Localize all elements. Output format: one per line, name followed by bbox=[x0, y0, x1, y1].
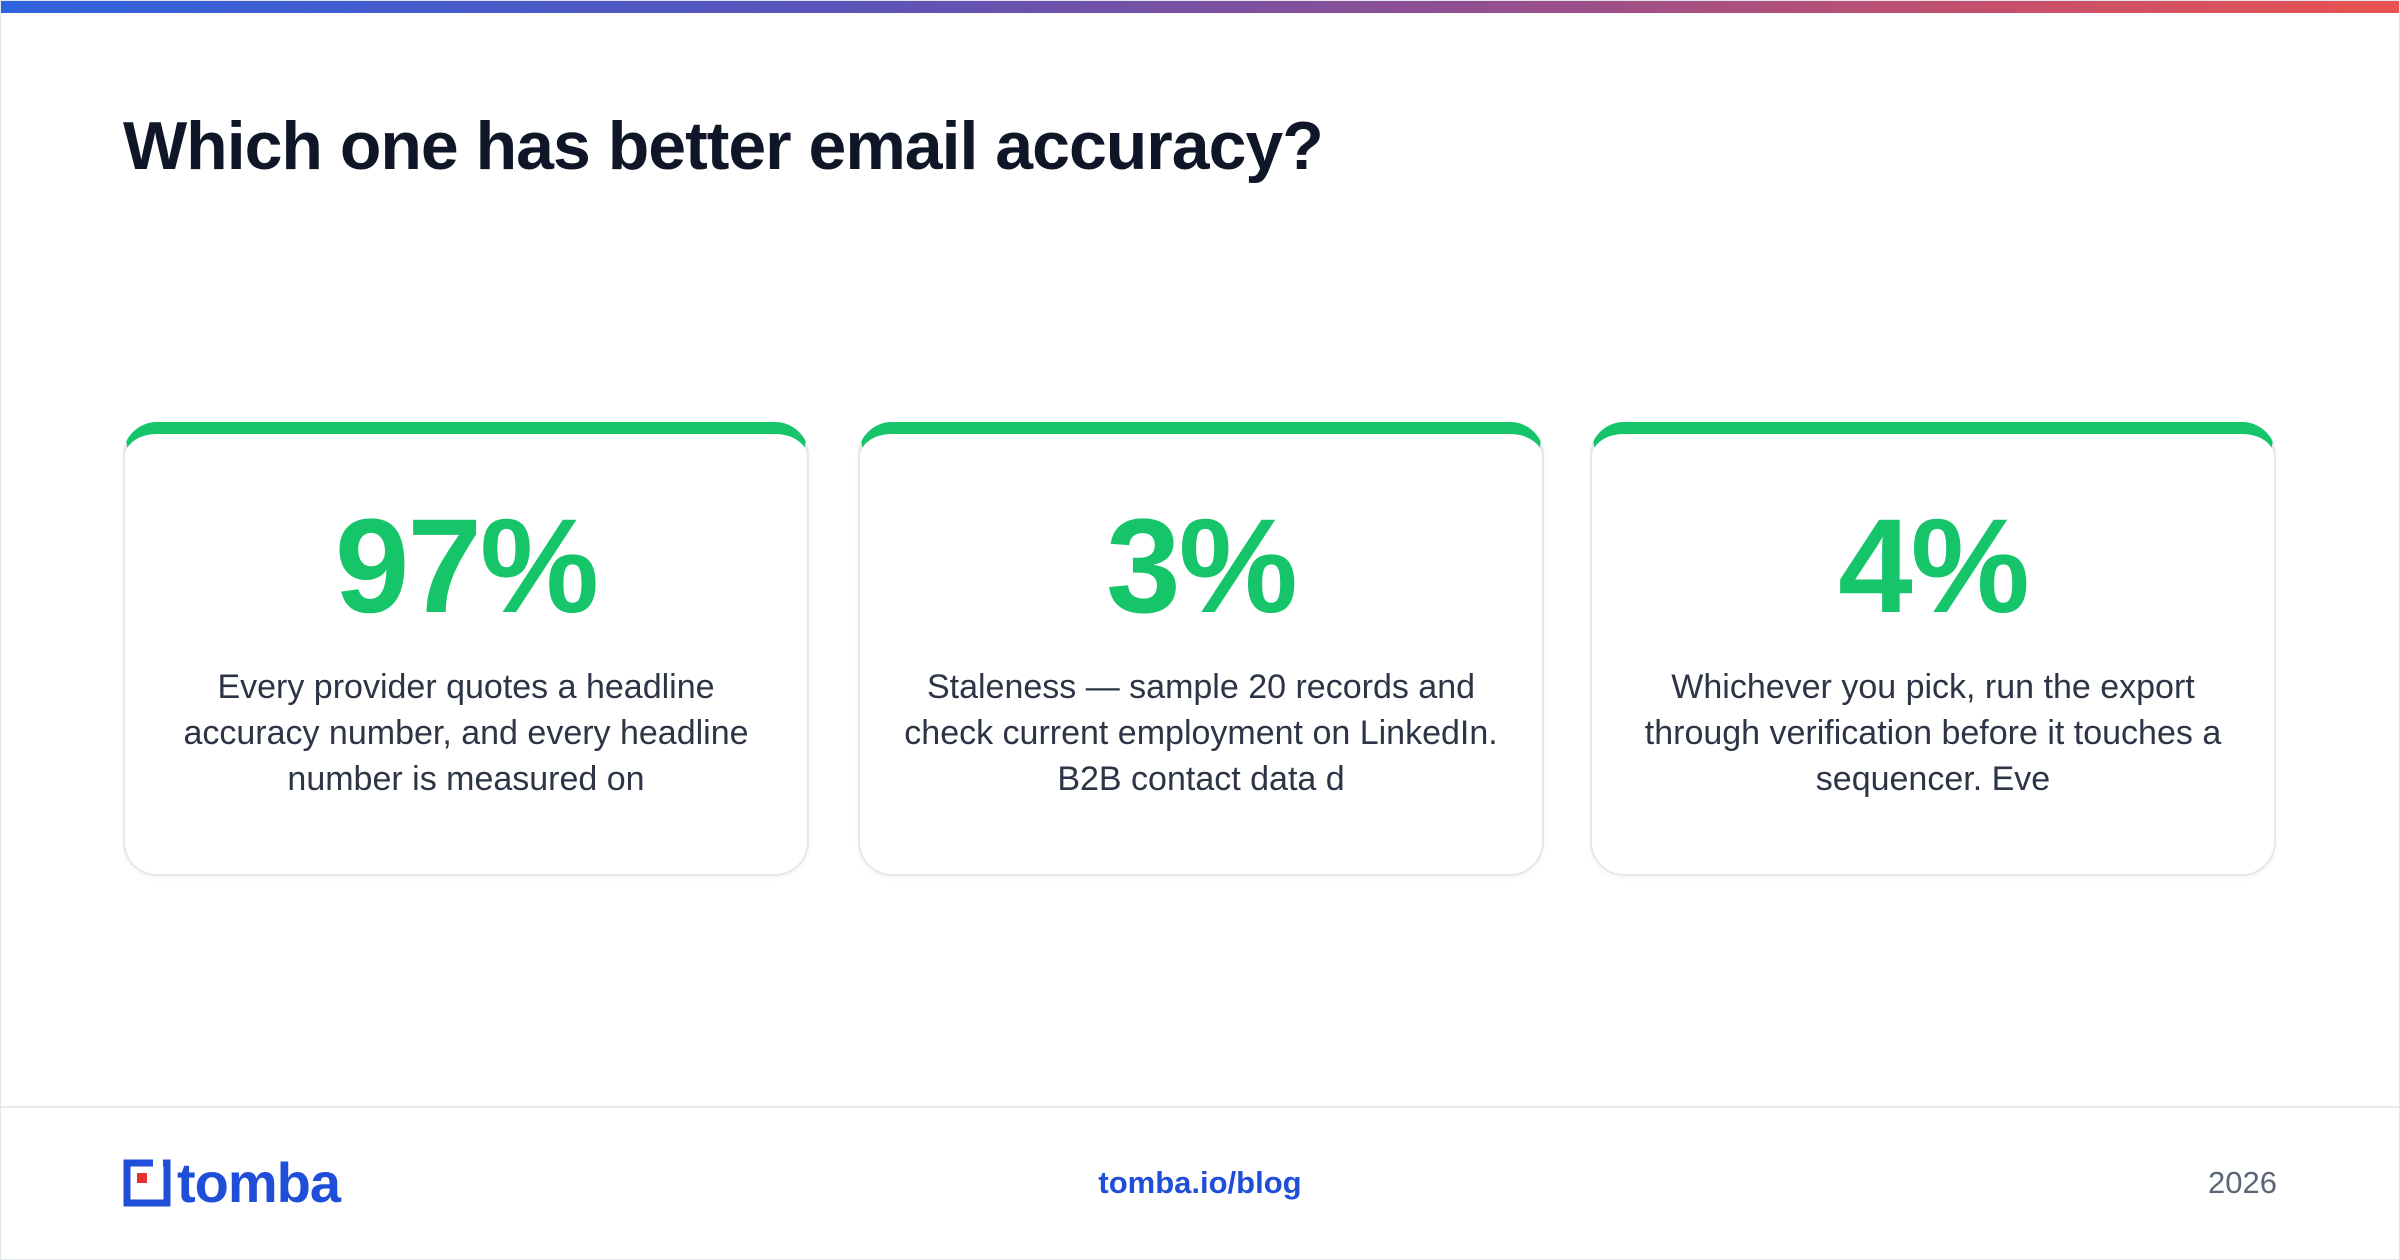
stat-value: 97% bbox=[334, 492, 599, 641]
stat-description: Staleness — sample 20 records and check … bbox=[904, 668, 1498, 798]
footer-divider bbox=[1, 1106, 2399, 1108]
logo-wordmark: tomba bbox=[177, 1151, 341, 1214]
page-title: Which one has better email accuracy? bbox=[123, 108, 1324, 184]
tomba-logo-icon bbox=[123, 1159, 171, 1207]
footer-year: 2026 bbox=[2208, 1165, 2277, 1200]
gradient-top-bar bbox=[1, 1, 2399, 13]
stat-value: 3% bbox=[1106, 492, 1298, 641]
stat-value: 4% bbox=[1838, 492, 2030, 641]
stat-cards: 97% Every provider quotes a headline acc… bbox=[123, 422, 2279, 876]
tomba-logo[interactable]: tomba bbox=[123, 1151, 341, 1214]
stat-card: 97% Every provider quotes a headline acc… bbox=[123, 422, 809, 876]
stat-description: Whichever you pick, run the export throu… bbox=[1644, 668, 2222, 798]
stat-card: 3% Staleness — sample 20 records and che… bbox=[858, 422, 1544, 876]
stat-card: 4% Whichever you pick, run the export th… bbox=[1590, 422, 2276, 876]
stat-description: Every provider quotes a headline accurac… bbox=[183, 668, 749, 798]
blog-link[interactable]: tomba.io/blog bbox=[1098, 1165, 1302, 1200]
